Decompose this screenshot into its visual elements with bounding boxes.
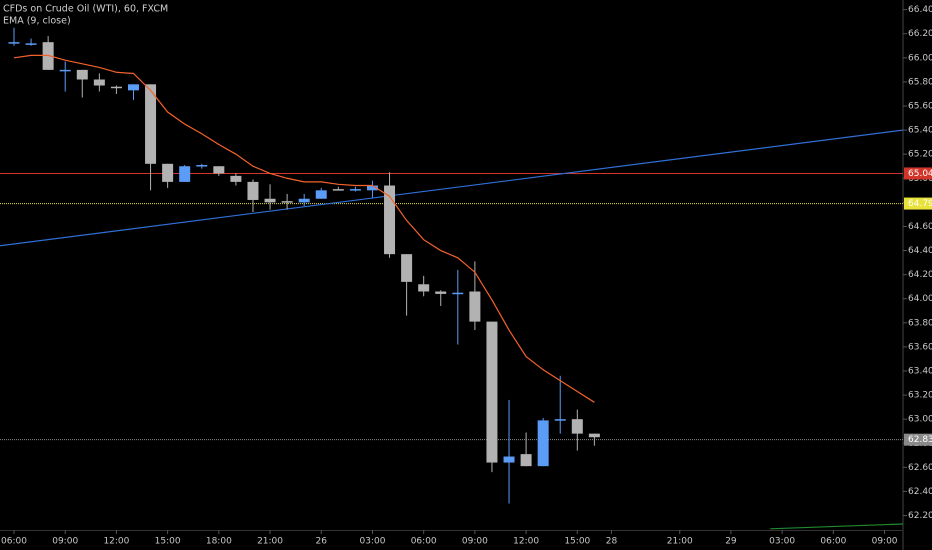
price-label-box: [904, 433, 932, 446]
y-tick-label: 63.20: [908, 391, 932, 401]
price-label-box: [904, 197, 932, 210]
candle-body: [332, 189, 344, 191]
candle-body: [315, 190, 327, 199]
candle-body: [435, 291, 447, 294]
candle-body: [25, 43, 37, 45]
candle-body: [264, 198, 276, 203]
y-tick-label: 66.00: [908, 53, 932, 63]
candle-body: [145, 84, 157, 164]
x-tick-label: 03:00: [769, 537, 795, 547]
legend-entry: EMA (9, close): [3, 16, 71, 27]
candle-body: [8, 42, 20, 44]
candle-body: [76, 69, 88, 80]
y-tick-label: 63.60: [908, 342, 932, 352]
y-tick-label: 63.40: [908, 367, 932, 377]
trend-line: [770, 523, 903, 530]
y-tick-label: 65.80: [908, 77, 932, 87]
y-tick-label: 62.40: [908, 487, 932, 497]
candle-body: [213, 166, 225, 174]
x-tick-label: 12:00: [513, 537, 539, 547]
y-tick-label: 64.60: [908, 222, 932, 232]
candle-body: [554, 419, 566, 421]
candle-body: [247, 181, 259, 200]
candle-body: [196, 165, 208, 167]
x-tick-label: 21:00: [257, 537, 283, 547]
x-tick-label: 06:00: [411, 537, 437, 547]
candle-body: [298, 198, 310, 203]
candle-body: [469, 291, 481, 322]
price-label: 62.83: [908, 435, 932, 445]
y-tick-label: 62.20: [908, 511, 932, 521]
price-label: 64.79: [908, 199, 932, 209]
x-tick-label: 15:00: [155, 537, 181, 547]
candle-body: [418, 284, 430, 292]
candle-body: [349, 189, 361, 191]
x-tick-label: 18:00: [206, 537, 232, 547]
y-tick-label: 64.00: [908, 294, 932, 304]
candle-body: [281, 201, 293, 203]
x-tick-label: 26: [316, 537, 328, 547]
y-tick-label: 65.40: [908, 126, 932, 136]
x-tick-label: 03:00: [359, 537, 385, 547]
x-tick-label: 29: [725, 537, 737, 547]
x-tick-label: 15:00: [564, 537, 590, 547]
ema-line: [13, 54, 595, 403]
candle-body: [93, 79, 105, 86]
x-tick-label: 09:00: [462, 537, 488, 547]
candle-body: [162, 163, 174, 182]
candle-body: [384, 185, 396, 255]
x-tick-label: 28: [606, 537, 618, 547]
candle-body: [520, 454, 532, 467]
candle-body: [571, 419, 583, 434]
price-label: 65.04: [908, 169, 932, 179]
y-tick-label: 63.80: [908, 318, 932, 328]
x-tick-label: 09:00: [872, 537, 898, 547]
plot-area: [0, 27, 903, 530]
y-tick-label: 64.20: [908, 270, 932, 280]
y-tick-label: 66.20: [908, 29, 932, 39]
candle-body: [110, 86, 122, 89]
y-tick-label: 63.00: [908, 415, 932, 425]
chart-title: CFDs on Crude Oil (WTI), 60, FXCM: [3, 4, 168, 15]
candle-body: [486, 321, 498, 463]
candle-body: [179, 166, 191, 182]
x-tick-label: 06:00: [1, 537, 27, 547]
y-tick-label: 65.20: [908, 150, 932, 160]
candle-body: [588, 433, 600, 438]
x-tick-label: 09:00: [52, 537, 78, 547]
candle-body: [503, 456, 515, 463]
candle-body: [366, 185, 378, 191]
y-tick-label: 66.40: [908, 5, 932, 15]
candle-body: [452, 292, 464, 295]
x-tick-label: 06:00: [820, 537, 846, 547]
price-label-box: [904, 167, 932, 180]
x-tick-label: 21:00: [667, 537, 693, 547]
trend-line: [0, 129, 903, 247]
y-tick-label: 64.40: [908, 246, 932, 256]
candle-body: [127, 84, 139, 91]
y-tick-label: 65.60: [908, 102, 932, 112]
y-tick-label: 62.60: [908, 463, 932, 473]
candle-body: [537, 420, 549, 467]
candle-body: [401, 254, 413, 282]
candle-body: [59, 69, 71, 72]
candle-body: [230, 175, 242, 182]
x-tick-label: 12:00: [103, 537, 129, 547]
